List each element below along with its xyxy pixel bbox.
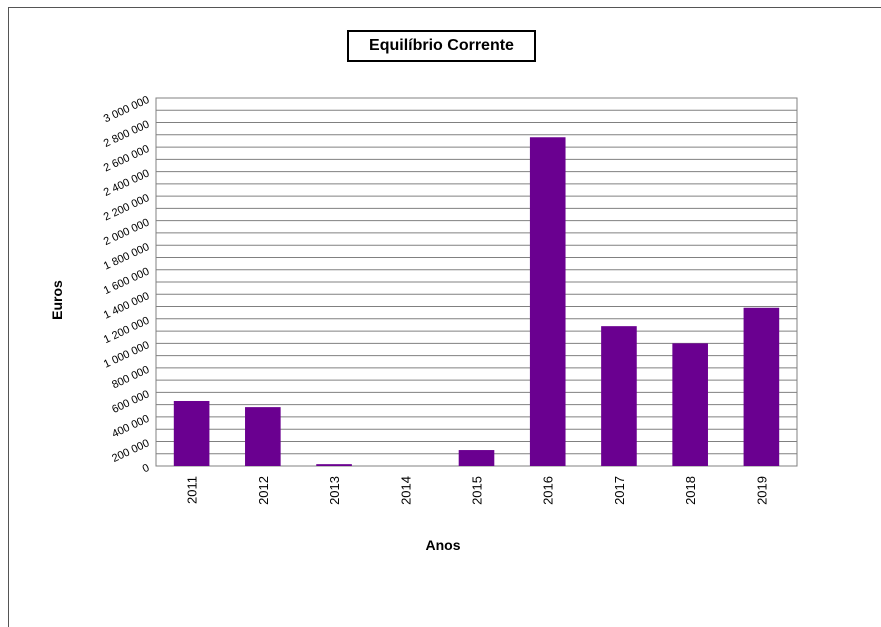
x-tick-label: 2014 — [398, 476, 413, 505]
chart-title: Equilíbrio Corrente — [347, 30, 536, 62]
bar-2018 — [672, 343, 708, 466]
bar-2013 — [316, 464, 352, 466]
bar-2015 — [458, 450, 495, 466]
x-tick-label: 2013 — [327, 476, 342, 505]
y-tick-label: 600 000 — [110, 388, 151, 416]
x-tick-label: 2019 — [754, 476, 769, 505]
x-tick-label: 2011 — [185, 476, 200, 504]
x-tick-label: 2018 — [683, 476, 698, 505]
x-tick-labels: 2011 2012 2013 2014 2015 2016 2017 2018 2019 — [185, 476, 770, 505]
x-tick-label: 2017 — [612, 476, 627, 505]
x-tick-label: 2012 — [256, 476, 271, 505]
bar-2017 — [601, 326, 637, 466]
y-axis-title: Euros — [49, 280, 65, 320]
y-tick-label: 400 000 — [110, 413, 151, 441]
bar-2012 — [245, 407, 281, 466]
bars — [173, 137, 780, 466]
x-tick-label: 2016 — [541, 476, 556, 505]
chart-frame — [8, 7, 881, 627]
y-tick-label: 800 000 — [110, 364, 151, 392]
y-tick-label: 0 — [141, 462, 152, 475]
bar-2019 — [743, 307, 780, 466]
y-tick-label: 200 000 — [110, 437, 151, 465]
x-tick-label: 2015 — [470, 476, 485, 505]
bar-2011 — [173, 400, 210, 466]
x-axis-title: Anos — [426, 537, 461, 553]
bar-2016 — [529, 137, 566, 466]
